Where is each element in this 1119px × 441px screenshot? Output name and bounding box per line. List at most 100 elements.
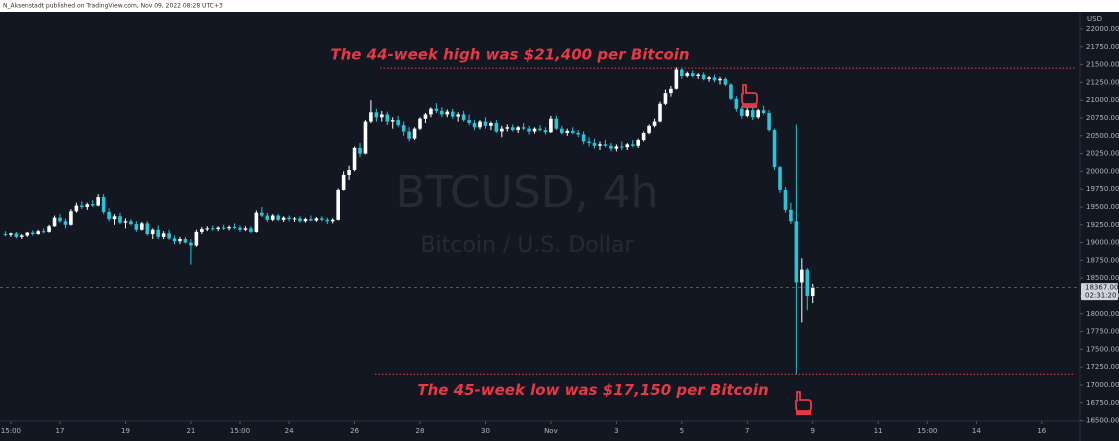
candle-body — [527, 128, 531, 132]
y-tick-label: 20750.00 — [1086, 114, 1119, 122]
y-tick-label: 16500.00 — [1086, 417, 1119, 425]
last-price-tag — [1081, 283, 1118, 301]
candle-body — [587, 141, 591, 143]
annotation-text: The 45-week low was $17,150 per Bitcoin — [417, 381, 768, 399]
candle-body — [565, 130, 570, 133]
pointing-hand-icon — [741, 84, 758, 108]
candle-body — [90, 204, 95, 206]
x-tick-label: 15:00 — [917, 427, 937, 435]
candle-body — [407, 131, 411, 139]
candle-body — [281, 217, 286, 220]
candle-body — [227, 226, 231, 229]
x-tick-label: 28 — [416, 427, 425, 435]
candle-body — [712, 77, 717, 81]
candle-body — [330, 219, 335, 222]
candle-body — [96, 197, 100, 206]
candle-body — [341, 174, 346, 190]
candle-body — [750, 110, 755, 118]
candle-body — [352, 147, 357, 170]
y-tick-label: 17250.00 — [1086, 363, 1119, 371]
candle-body — [314, 218, 319, 221]
candle-body — [101, 197, 106, 212]
pointing-hand-icon — [795, 391, 812, 415]
candle-body — [270, 215, 275, 220]
candle-body — [385, 114, 390, 122]
candle-body — [260, 212, 264, 216]
countdown-label: 02:31:20 — [1085, 292, 1116, 300]
candle-body — [363, 121, 368, 154]
y-tick-label: 21500.00 — [1086, 61, 1119, 69]
candle-body — [423, 114, 428, 119]
candle-body — [150, 229, 155, 235]
y-tick-label: 19750.00 — [1086, 185, 1119, 193]
candle-body — [249, 228, 253, 232]
candle-body — [685, 73, 690, 77]
annotation-text: The 44-week high was $21,400 per Bitcoin — [330, 46, 689, 64]
last-price-label: 18367.00 — [1085, 284, 1118, 292]
candle-body — [592, 142, 597, 146]
candle-body — [129, 221, 133, 225]
candle-body — [358, 147, 362, 154]
candle-body — [58, 217, 62, 222]
candle-body — [25, 232, 30, 236]
candle-body — [172, 238, 177, 242]
candle-body — [560, 128, 564, 133]
candle-body — [658, 103, 662, 122]
candle-body — [516, 127, 520, 131]
candle-body — [783, 189, 788, 210]
y-tick-label: 16750.00 — [1086, 399, 1119, 407]
candle-body — [418, 118, 422, 129]
candle-body — [472, 122, 477, 128]
x-tick-label: 14 — [972, 427, 981, 435]
x-tick-label: 30 — [481, 427, 490, 435]
y-tick-label: 21000.00 — [1086, 96, 1119, 104]
y-tick-label: 20250.00 — [1086, 150, 1119, 158]
y-tick-label: 18500.00 — [1086, 274, 1119, 282]
candle-body — [336, 189, 340, 220]
y-tick-label: 20500.00 — [1086, 132, 1119, 140]
candle-body — [789, 209, 793, 222]
candle-body — [810, 287, 815, 296]
candle-body — [287, 217, 291, 220]
candle-body — [200, 229, 204, 232]
candle-body — [756, 110, 760, 118]
candle-body — [570, 130, 575, 133]
candle-body — [238, 227, 242, 230]
y-tick-label: 19000.00 — [1086, 239, 1119, 247]
y-tick-label: 19250.00 — [1086, 221, 1119, 229]
header-text: N_Aksenstadt published on TradingView.co… — [3, 3, 223, 10]
y-tick-label: 21750.00 — [1086, 43, 1119, 51]
candle-body — [800, 269, 804, 283]
candle-body — [483, 121, 488, 126]
candle-body — [396, 120, 400, 126]
watermark-symbol: BTCUSD, 4h — [395, 167, 658, 218]
candle-body — [134, 224, 139, 230]
x-tick-label: 16 — [1037, 427, 1046, 435]
candle-body — [761, 110, 766, 114]
candle-body — [298, 218, 302, 222]
candle-body — [554, 118, 559, 129]
watermark-description: Bitcoin / U.S. Dollar — [420, 233, 634, 258]
candle-body — [52, 217, 57, 227]
candle-body — [429, 108, 433, 115]
candle-body — [778, 167, 782, 190]
candle-body — [461, 114, 466, 121]
candle-body — [696, 74, 700, 77]
x-tick-label: Nov — [544, 427, 558, 435]
candle-body — [538, 128, 542, 131]
candle-body — [292, 218, 297, 220]
candle-body — [63, 221, 68, 225]
candle-body — [80, 205, 84, 207]
candle-body — [690, 73, 695, 77]
candle-body — [309, 219, 313, 221]
candle-body — [647, 125, 651, 133]
candle-body — [390, 120, 395, 122]
candle-body — [445, 111, 450, 115]
candle-body — [510, 127, 515, 131]
x-tick-label: 9 — [810, 427, 814, 435]
candle-body — [598, 144, 602, 146]
candle-body — [674, 69, 679, 89]
candle-body — [440, 110, 444, 115]
candle-body — [118, 216, 122, 223]
